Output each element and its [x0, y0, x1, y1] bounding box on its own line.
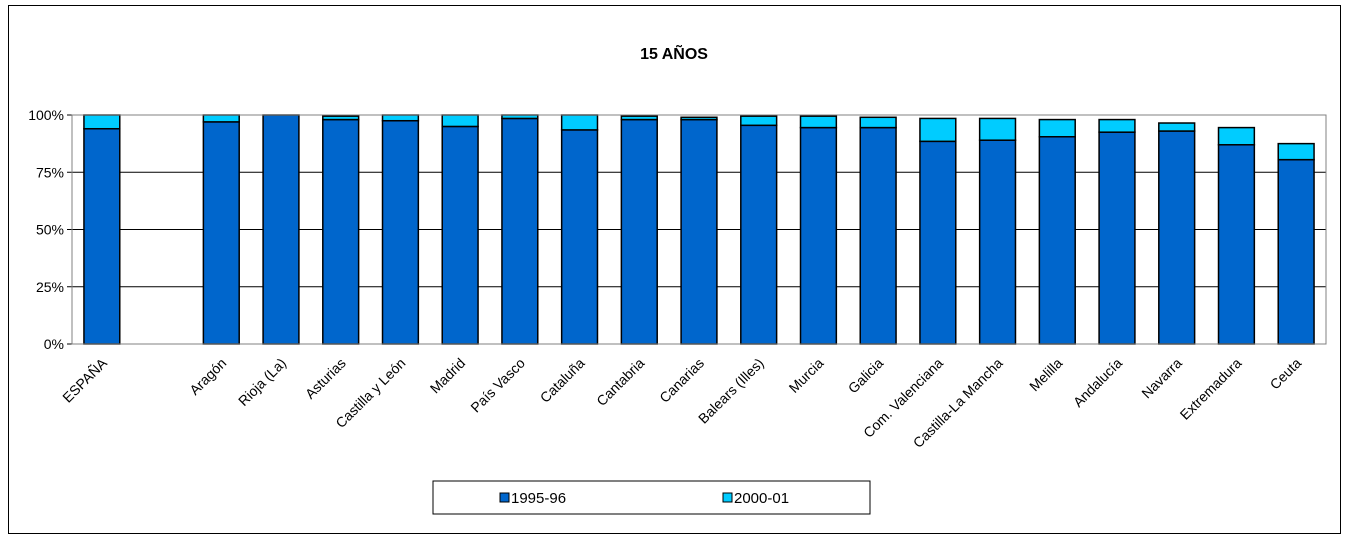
bar-2000-01 — [740, 115, 778, 127]
y-tick-label: 25% — [36, 279, 64, 295]
x-category-label: ESPAÑA — [59, 354, 110, 405]
y-tick-label: 100% — [28, 107, 64, 123]
bar-1995-96 — [1158, 130, 1196, 345]
bar-2000-01 — [1098, 118, 1136, 133]
bar-1995-96 — [680, 118, 718, 345]
bar-1995-96 — [919, 140, 957, 345]
bar-2000-01 — [680, 116, 718, 121]
x-category-label: Ceuta — [1267, 355, 1305, 393]
bar-2000-01 — [202, 114, 240, 123]
bar-2000-01 — [1158, 122, 1196, 132]
bar-1995-96 — [501, 117, 539, 345]
bar-1995-96 — [859, 126, 897, 345]
x-category-label: Extremadura — [1177, 355, 1245, 423]
x-category-label: Cantabria — [593, 355, 647, 409]
bar-1995-96 — [1038, 136, 1076, 345]
stacked-bar-chart: 15 AÑOS 0% 25% 50% 75% 100% ESPAÑA Aragón Rioj… — [28, 43, 1327, 515]
bar-2000-01 — [859, 116, 897, 129]
x-category-label: Navarra — [1138, 355, 1185, 402]
plot-area-border — [71, 114, 1327, 345]
y-tick-label: 75% — [36, 164, 64, 180]
bar-2000-01 — [919, 117, 957, 143]
bar-1995-96 — [620, 118, 658, 345]
bar-1995-96 — [322, 118, 360, 345]
x-category-label: Galicia — [845, 355, 887, 397]
bar-2000-01 — [322, 115, 360, 121]
x-category-label: Cataluña — [537, 355, 588, 406]
bar-2000-01 — [799, 115, 838, 129]
chart-frame: 15 AÑOS 0% 25% 50% 75% 100% ESPAÑA Aragón Rioj… — [8, 5, 1341, 534]
legend-label-1995-96: 1995-96 — [511, 490, 566, 507]
chart-title: 15 AÑOS — [640, 43, 708, 63]
x-category-label: Aragón — [186, 355, 229, 398]
bar-2000-01 — [1217, 126, 1256, 146]
y-tick-label: 50% — [36, 222, 64, 238]
legend-swatch-2000-01 — [722, 492, 733, 503]
bar-2000-01 — [978, 117, 1017, 141]
bars — [83, 114, 1315, 345]
legend-box — [432, 480, 871, 515]
bar-1995-96 — [83, 127, 121, 345]
y-tick-label: 0% — [44, 336, 64, 352]
bar-1995-96 — [381, 119, 420, 345]
bar-2000-01 — [1038, 118, 1076, 138]
bar-2000-01 — [441, 114, 479, 128]
bar-1995-96 — [1217, 144, 1256, 345]
bar-2000-01 — [1277, 142, 1315, 161]
x-category-label: Madrid — [427, 355, 469, 397]
bar-1995-96 — [978, 139, 1017, 345]
bar-1995-96 — [1098, 131, 1136, 345]
legend-label-2000-01: 2000-01 — [734, 490, 789, 507]
x-category-label: Rioja (La) — [235, 355, 289, 409]
bar-1995-96 — [262, 114, 300, 345]
bar-2000-01 — [620, 115, 658, 121]
legend-swatch-1995-96 — [499, 492, 510, 503]
x-category-label: Asturias — [302, 355, 349, 402]
bar-1995-96 — [1277, 158, 1315, 345]
legend: 1995-96 2000-01 — [432, 480, 871, 515]
bar-1995-96 — [441, 125, 479, 345]
x-category-label: Murcia — [786, 355, 827, 396]
x-category-label: Canarias — [656, 355, 707, 406]
bar-1995-96 — [799, 126, 838, 345]
bar-2000-01 — [501, 114, 539, 120]
bar-2000-01 — [381, 114, 420, 122]
x-category-label: Andalucía — [1070, 355, 1125, 410]
x-category-label: País Vasco — [467, 355, 528, 416]
bar-1995-96 — [202, 121, 240, 345]
bar-1995-96 — [560, 129, 599, 345]
bar-2000-01 — [560, 114, 599, 131]
bar-1995-96 — [740, 124, 778, 345]
x-category-label: Melilla — [1026, 355, 1066, 395]
y-axis-ticks: 0% 25% 50% 75% 100% — [28, 107, 72, 352]
bar-2000-01 — [83, 114, 121, 130]
